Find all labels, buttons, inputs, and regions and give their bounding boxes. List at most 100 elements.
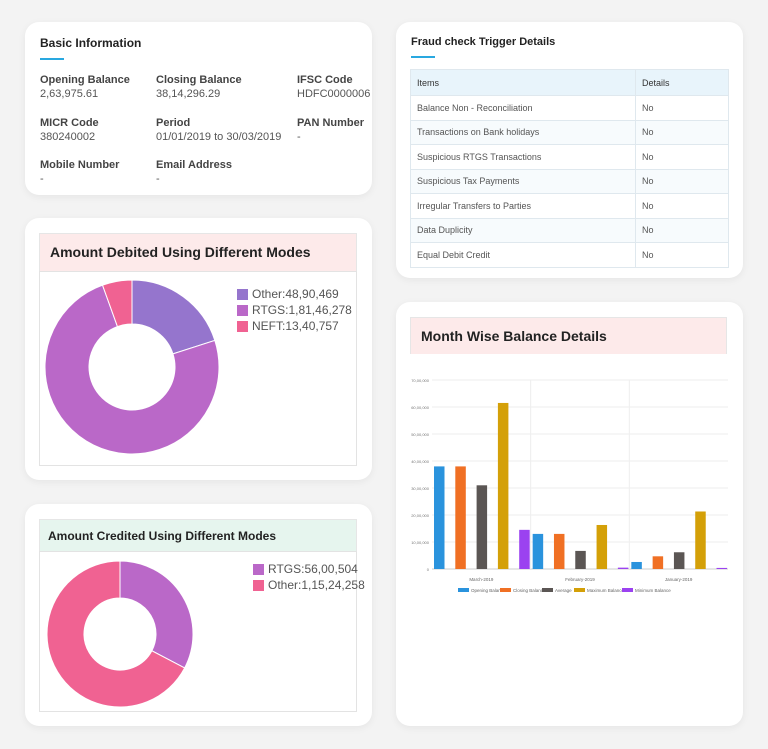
- legend-label[interactable]: Minimum Balance: [635, 588, 671, 593]
- fraud-check-title: Fraud check Trigger Details: [411, 36, 556, 48]
- legend-item-rtgs[interactable]: RTGS:56,00,504: [253, 562, 365, 576]
- field-label: Period: [156, 117, 191, 129]
- legend-swatch: [500, 588, 511, 592]
- details-cell: No: [635, 119, 729, 145]
- item-cell: Transactions on Bank holidays: [410, 119, 636, 145]
- legend-swatch: [237, 320, 248, 332]
- legend-item-other[interactable]: Other:1,15,24,258: [253, 578, 365, 592]
- field-value: -: [297, 131, 301, 143]
- debited-legend: Other:48,90,469 RTGS:1,81,46,278 NEFT:13,4…: [237, 287, 352, 335]
- bar-average-march-2019[interactable]: [476, 485, 488, 569]
- slice-rtgs[interactable]: [45, 284, 220, 455]
- legend-swatch: [253, 579, 264, 591]
- legend-label: NEFT:13,40,757: [252, 319, 339, 333]
- field-label: Closing Balance: [156, 74, 242, 86]
- debited-title: Amount Debited Using Different Modes: [50, 244, 311, 260]
- bar-closing-balance-march-2019[interactable]: [455, 466, 466, 569]
- credited-card: Amount Credited Using Different Modes RT…: [25, 504, 372, 726]
- table-header-row: Items Details: [410, 69, 729, 96]
- table-row: Suspicious Tax Payments No: [410, 168, 729, 194]
- legend-label: Other:48,90,469: [252, 287, 339, 301]
- slice-rtgs[interactable]: [119, 561, 194, 669]
- field-closing-balance: Closing Balance 38,14,296.29: [156, 74, 242, 100]
- legend-swatch: [542, 588, 553, 592]
- month-wise-card: Month Wise Balance Details 0 10,00,000 20,…: [396, 302, 743, 726]
- credited-title: Amount Credited Using Different Modes: [48, 529, 277, 543]
- legend-swatch: [458, 588, 469, 592]
- field-micr-code: MICR Code 380240002: [40, 117, 99, 143]
- bar-maximum-balance-january-2019[interactable]: [695, 511, 706, 569]
- bar-opening-balance-march-2019[interactable]: [434, 466, 445, 569]
- slice-other[interactable]: [47, 561, 186, 708]
- legend-item-other[interactable]: Other:48,90,469: [237, 287, 352, 301]
- bar-average-january-2019[interactable]: [673, 552, 685, 569]
- legend-item-neft[interactable]: NEFT:13,40,757: [237, 319, 352, 333]
- legend-swatch: [237, 304, 248, 316]
- slice-other[interactable]: [131, 280, 216, 355]
- table-row: Balance Non - Reconciliation No: [410, 95, 729, 121]
- table-row: Suspicious RTGS Transactions No: [410, 144, 729, 170]
- legend-item-rtgs[interactable]: RTGS:1,81,46,278: [237, 303, 352, 317]
- bar-closing-balance-january-2019[interactable]: [652, 556, 664, 569]
- field-period: Period 01/01/2019 to 30/03/2019: [156, 117, 281, 143]
- bar-maximum-balance-march-2019[interactable]: [497, 402, 509, 569]
- month-wise-bar-chart: 0 10,00,000 20,00,000 30,00,000 40,00,000 50,…: [411, 378, 728, 593]
- legend-label[interactable]: Opening Balance: [471, 588, 506, 593]
- bar-average-february-2019[interactable]: [575, 550, 586, 569]
- legend-swatch: [574, 588, 585, 592]
- field-label: PAN Number: [297, 117, 365, 129]
- field-mobile-number: Mobile Number -: [40, 159, 119, 185]
- bar-minimum-balance-march-2019[interactable]: [519, 529, 530, 569]
- bar-maximum-balance-february-2019[interactable]: [596, 524, 608, 569]
- bar-closing-balance-february-2019[interactable]: [553, 533, 565, 569]
- field-pan-number: PAN Number -: [297, 117, 364, 143]
- details-cell: No: [635, 168, 729, 194]
- table-row: Equal Debit Credit No: [410, 242, 729, 268]
- month-wise-title: Month Wise Balance Details: [421, 328, 607, 344]
- y-tick-label: 30,00,000: [411, 486, 430, 491]
- month-wise-header: Month Wise Balance Details: [410, 317, 727, 354]
- field-label: Opening Balance: [40, 74, 130, 86]
- slice-neft[interactable]: [101, 280, 133, 328]
- field-label: Email Address: [156, 159, 233, 171]
- legend-swatch: [253, 563, 264, 575]
- bar-opening-balance-february-2019[interactable]: [532, 533, 544, 569]
- bar-minimum-balance-february-2019[interactable]: [617, 567, 629, 569]
- bar-minimum-balance-january-2019[interactable]: [716, 567, 728, 569]
- header-details: Details: [635, 69, 729, 96]
- item-cell: Data Duplicity: [410, 217, 636, 243]
- field-value: HDFC0000006: [297, 88, 371, 100]
- credited-legend: RTGS:56,00,504 Other:1,15,24,258: [253, 562, 365, 594]
- table-row: Transactions on Bank holidays No: [410, 119, 729, 145]
- y-tick-label: 60,00,000: [411, 405, 430, 410]
- details-cell: No: [635, 242, 729, 268]
- field-value: -: [40, 173, 44, 185]
- title-underline: [40, 58, 64, 60]
- legend-label: Other:1,15,24,258: [268, 578, 365, 592]
- header-items: Items: [410, 69, 636, 96]
- item-cell: Balance Non - Reconciliation: [410, 95, 636, 121]
- field-email-address: Email Address -: [156, 159, 232, 185]
- details-cell: No: [635, 193, 729, 219]
- fraud-check-table: Items Details Balance Non - Reconciliation…: [410, 69, 729, 268]
- item-cell: Suspicious Tax Payments: [410, 168, 636, 194]
- legend-swatch: [622, 588, 633, 592]
- legend-label[interactable]: Closing Balance: [513, 588, 546, 593]
- field-opening-balance: Opening Balance 2,63,975.61: [40, 74, 130, 100]
- debited-card: Amount Debited Using Different Modes Oth…: [25, 218, 372, 480]
- item-cell: Irregular Transfers to Parties: [410, 193, 636, 219]
- table-row: Irregular Transfers to Parties No: [410, 193, 729, 219]
- x-tick-label: February-2019: [565, 577, 595, 582]
- y-tick-label: 0: [427, 567, 430, 572]
- debited-chart-box: [39, 271, 357, 466]
- legend-label[interactable]: Maximum Balance: [587, 588, 625, 593]
- details-cell: No: [635, 144, 729, 170]
- field-ifsc-code: IFSC Code HDFC0000006: [297, 74, 370, 100]
- bar-opening-balance-january-2019[interactable]: [631, 561, 642, 569]
- field-value: 38,14,296.29: [156, 88, 221, 100]
- y-tick-label: 50,00,000: [411, 432, 430, 437]
- details-cell: No: [635, 217, 729, 243]
- legend-label[interactable]: Average: [555, 588, 572, 593]
- debited-header: Amount Debited Using Different Modes: [39, 233, 357, 271]
- y-tick-label: 40,00,000: [411, 459, 430, 464]
